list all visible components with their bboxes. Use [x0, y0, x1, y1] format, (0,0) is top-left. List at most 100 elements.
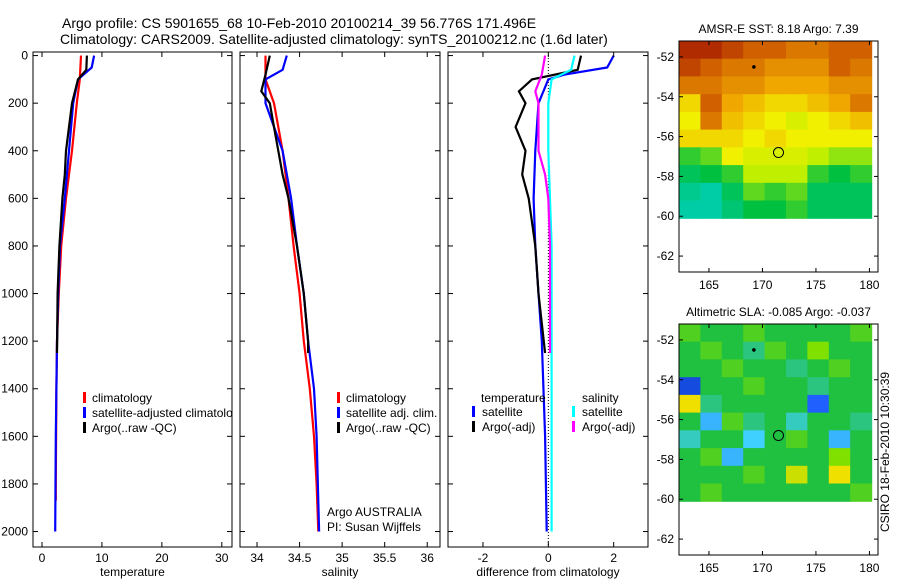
heatmap-cell	[721, 182, 744, 202]
x-tick-label: 0	[39, 551, 46, 565]
y-tick-label: 1800	[1, 477, 28, 491]
heatmap-cell	[679, 341, 701, 360]
heatmap-cell	[828, 147, 851, 166]
heatmap-cell	[743, 465, 766, 485]
heatmap-cell	[807, 377, 830, 396]
heatmap-cell	[679, 200, 701, 219]
y-tick-label: -62	[657, 532, 675, 546]
legend-swatch	[83, 392, 86, 403]
heatmap-cell	[764, 41, 787, 60]
legend-label: Argo(-adj)	[482, 420, 535, 434]
heatmap-cell	[850, 324, 873, 343]
heatmap-cell	[850, 412, 873, 431]
heatmap-cell	[764, 324, 787, 343]
legend-label: satellite	[582, 405, 623, 419]
x-tick-label: 35	[335, 551, 349, 565]
legend-swatch	[572, 421, 575, 432]
x-tick-label: 165	[699, 561, 719, 575]
heatmap-cell	[721, 147, 744, 166]
heatmap-cell	[764, 412, 787, 431]
heatmap-cell	[700, 111, 723, 131]
annotation-text: PI: Susan Wijffels	[327, 520, 421, 534]
x-tick-label: 180	[859, 278, 879, 292]
heatmap-cell	[764, 359, 787, 378]
heatmap-cell	[850, 483, 873, 502]
heatmap-cell	[786, 430, 808, 449]
heatmap-cell	[721, 448, 744, 467]
y-tick-label: 400	[8, 144, 28, 158]
heatmap-cell	[679, 182, 701, 202]
heatmap-cell	[807, 324, 830, 343]
heatmap-cell	[700, 129, 723, 148]
legend-swatch	[337, 407, 340, 418]
heatmap-cell	[700, 41, 723, 60]
axes-frame	[32, 51, 233, 548]
heatmap-cell	[786, 94, 808, 113]
heatmap-cell	[786, 448, 808, 467]
series-climatology	[264, 55, 320, 532]
heatmap-cell	[679, 483, 701, 502]
heatmap-cell	[743, 111, 766, 131]
heatmap-cell	[828, 41, 851, 60]
heatmap-cell	[786, 324, 808, 343]
heatmap-cell	[743, 94, 766, 113]
heatmap-cell	[828, 76, 851, 95]
heatmap-cell	[807, 129, 830, 148]
heatmap-cell	[721, 412, 744, 431]
heatmap-cell	[700, 76, 723, 95]
heatmap-cell	[679, 129, 701, 148]
heatmap-cell	[721, 94, 744, 113]
plot-area-difference: temperature salinitysatelliteArgo(-adj)sa…	[472, 52, 635, 547]
y-tick-label: -56	[657, 130, 675, 144]
heatmap-cell	[807, 448, 830, 467]
series-satellite-adj-clim-	[264, 55, 321, 532]
legend-swatch	[83, 407, 86, 418]
series-temperature-satellite	[532, 55, 615, 532]
heatmap-cell	[743, 394, 766, 414]
legend-label: climatology	[92, 391, 152, 405]
heatmap-cell	[721, 129, 744, 148]
heatmap-cell	[807, 165, 830, 184]
heatmap-cell	[850, 377, 873, 396]
footer-stamp: CSIRO 18-Feb-2010 10:30:39	[878, 372, 892, 532]
heatmap-cell	[764, 465, 787, 485]
legend-label: satellite adj. clim.	[346, 406, 437, 420]
heatmap-cell	[679, 111, 701, 131]
heatmap-cell	[700, 465, 723, 485]
map-frame	[678, 40, 879, 273]
y-tick-label: -52	[657, 50, 675, 64]
heatmap-cell	[679, 165, 701, 184]
series-salinity-argo-adj-	[534, 55, 552, 353]
x-tick-label: 34	[250, 551, 264, 565]
heatmap-cell	[807, 200, 830, 219]
heatmap-cell	[679, 448, 701, 467]
heatmap-cell	[721, 76, 744, 95]
y-tick-label: 1000	[1, 287, 28, 301]
heatmap-cell	[807, 111, 830, 131]
heatmap-cell	[721, 324, 744, 343]
heatmap-cell	[721, 41, 744, 60]
heatmap-cell	[807, 483, 830, 502]
heatmap-cell	[743, 76, 766, 95]
heatmap-cell	[700, 412, 723, 431]
x-tick-label: 0	[545, 551, 552, 565]
heatmap-cell	[828, 182, 851, 202]
heatmap-cell	[807, 147, 830, 166]
legend-swatch	[337, 422, 340, 433]
x-tick-label: 34.5	[288, 551, 312, 565]
y-tick-label: -56	[657, 413, 675, 427]
heatmap-cell	[786, 147, 808, 166]
heatmap-cell	[700, 341, 723, 360]
heatmap-cell	[743, 448, 766, 467]
heatmap-cell	[828, 430, 851, 449]
heatmap-cell	[679, 41, 701, 60]
panel-difference: temperature salinitysatelliteArgo(-adj)sa…	[447, 51, 649, 579]
heatmap-cell	[700, 58, 723, 77]
map-frame	[678, 323, 879, 556]
heatmap-cell	[764, 200, 787, 219]
heatmap-cell	[679, 94, 701, 113]
y-tick-label: -60	[657, 492, 675, 506]
y-tick-label: 800	[8, 239, 28, 253]
